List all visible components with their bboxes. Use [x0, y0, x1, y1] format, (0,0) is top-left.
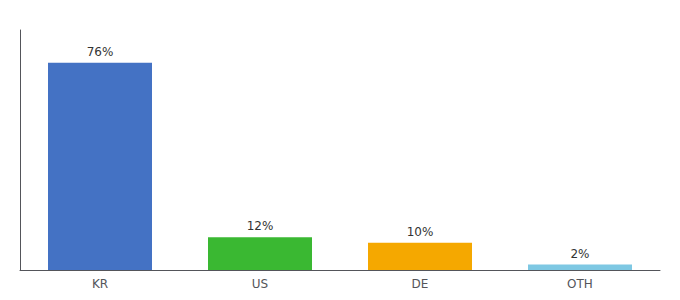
svg-text:KR: KR [92, 277, 108, 291]
svg-text:76%: 76% [87, 45, 114, 59]
svg-text:DE: DE [412, 277, 429, 291]
svg-text:12%: 12% [247, 219, 274, 233]
svg-text:OTH: OTH [567, 277, 593, 291]
svg-text:10%: 10% [407, 225, 434, 239]
svg-text:2%: 2% [570, 247, 589, 261]
svg-text:US: US [252, 277, 268, 291]
